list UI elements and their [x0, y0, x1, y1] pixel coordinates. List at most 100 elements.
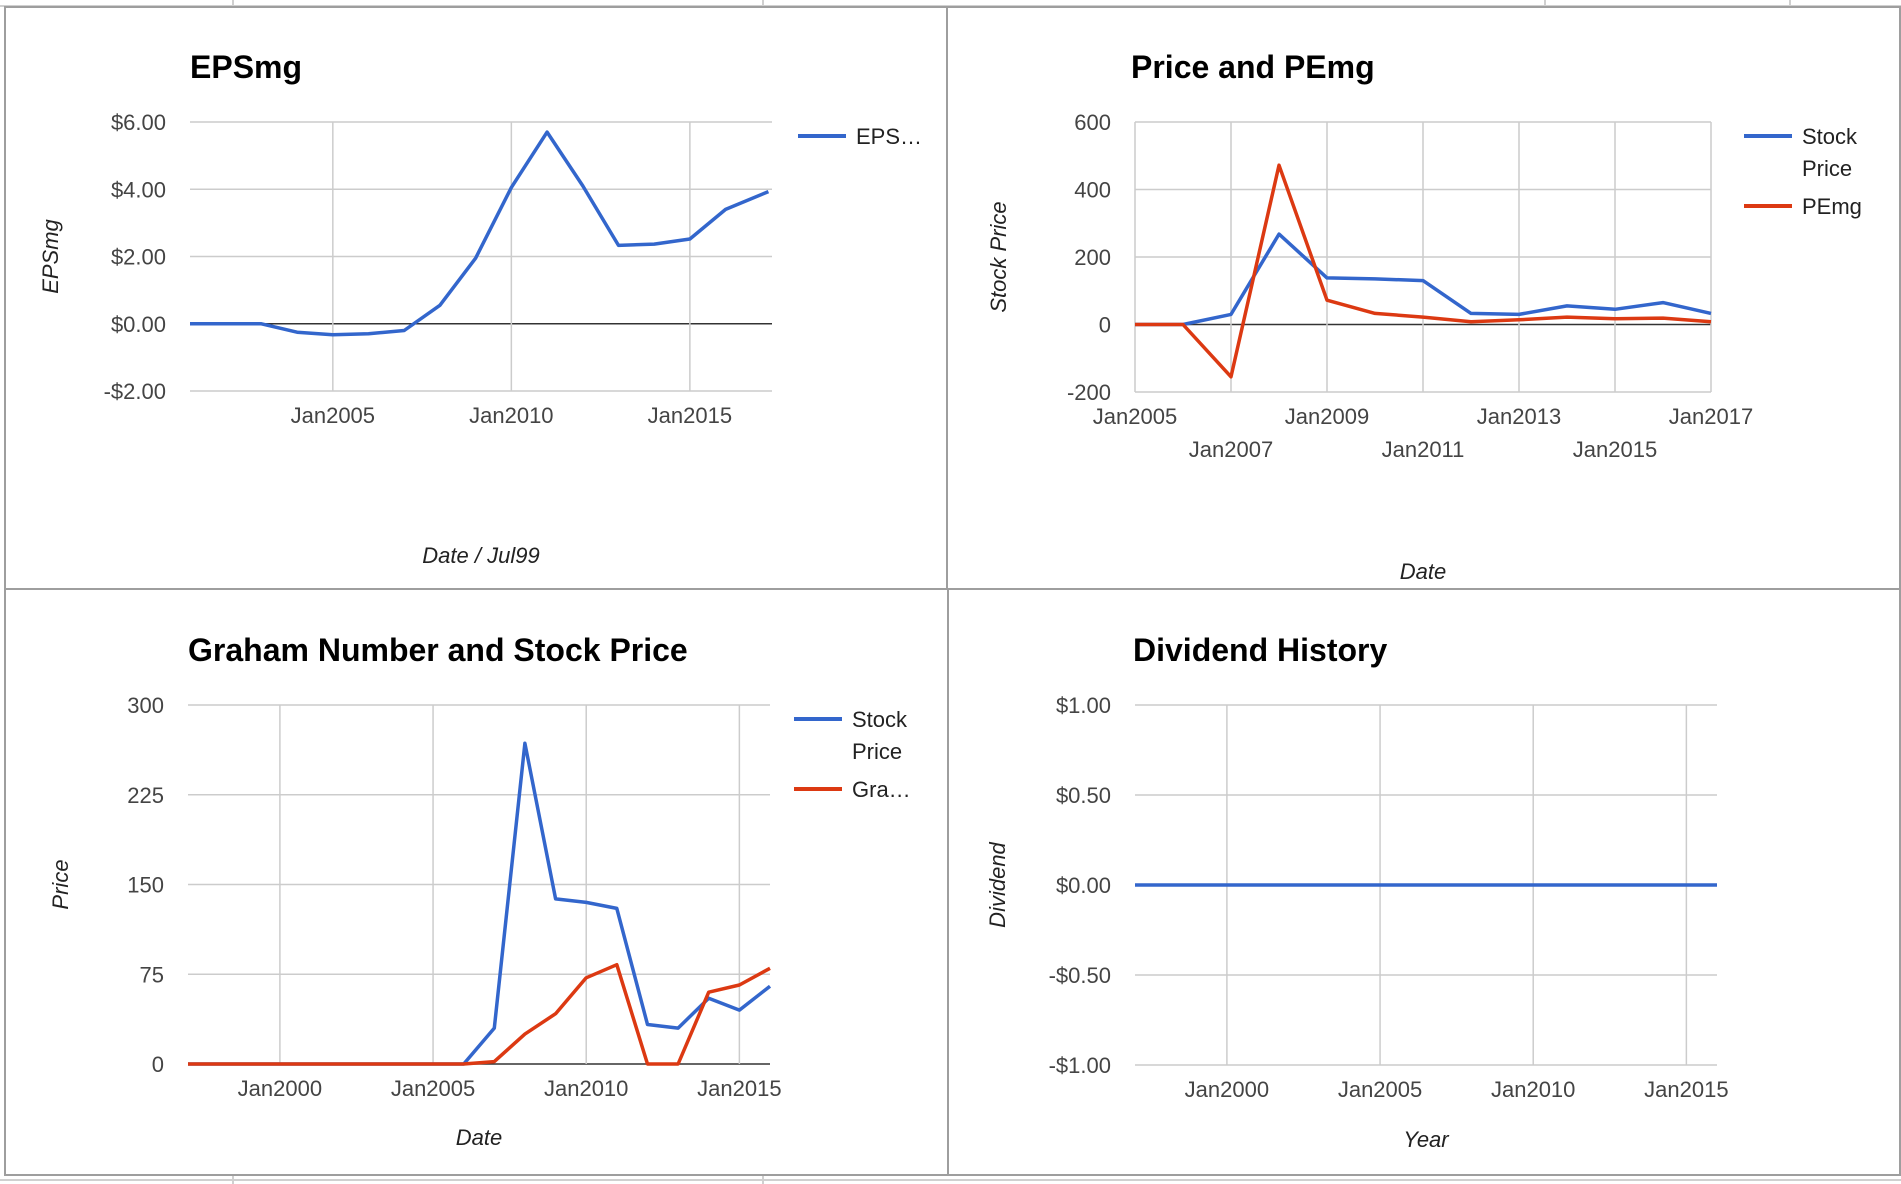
data-point-1[interactable] — [277, 1061, 283, 1067]
price-pemg-chart: Price and PEmg -200 0 200 400 600 Jan2005 Jan20… — [986, 49, 1862, 584]
graham-chart: Graham Number and Stock Price 0 75 150 225 30… — [48, 632, 911, 1150]
data-point-0[interactable] — [330, 332, 336, 338]
data-point-0[interactable] — [473, 255, 479, 261]
data-point-0[interactable] — [736, 1007, 742, 1013]
data-point-1[interactable] — [369, 1061, 375, 1067]
data-point-1[interactable] — [1372, 310, 1378, 316]
y-tick-label: 300 — [127, 693, 164, 718]
data-point-1[interactable] — [767, 965, 773, 971]
data-point-0[interactable] — [1516, 311, 1522, 317]
data-point-1[interactable] — [553, 1011, 559, 1017]
eps-chart-panel[interactable]: EPSmg -$2.00 $0.00 $2.00 $4.00 $6.00 Jan2005 Ja… — [4, 6, 949, 590]
data-point-0[interactable] — [1276, 231, 1282, 237]
legend-label-0[interactable]: EPS… — [856, 124, 922, 149]
data-point-0[interactable] — [765, 189, 771, 195]
data-point-0[interactable] — [258, 321, 264, 327]
data-point-0[interactable] — [522, 740, 528, 746]
data-point-0[interactable] — [491, 1025, 497, 1031]
data-point-1[interactable] — [736, 982, 742, 988]
y-tick-label: $4.00 — [111, 177, 166, 202]
data-point-0[interactable] — [1132, 882, 1138, 888]
data-point-1[interactable] — [614, 962, 620, 968]
data-point-0[interactable] — [1420, 278, 1426, 284]
graham-chart-panel[interactable]: Graham Number and Stock Price 0 75 150 225 30… — [4, 588, 949, 1176]
data-point-1[interactable] — [522, 1031, 528, 1037]
data-point-1[interactable] — [1564, 314, 1570, 320]
dividend-chart: Dividend History -$1.00 -$0.50 $0.00 $0.50 $1… — [985, 632, 1729, 1152]
data-point-0[interactable] — [553, 896, 559, 902]
data-point-1[interactable] — [491, 1059, 497, 1065]
x-tick-label: Jan2009 — [1285, 404, 1369, 429]
data-point-0[interactable] — [366, 331, 372, 337]
legend-label-0[interactable]: Stock Price — [852, 707, 908, 764]
data-point-0[interactable] — [1708, 310, 1714, 316]
series-line-0[interactable] — [1135, 232, 1712, 327]
dividend-chart-panel[interactable]: Dividend History -$1.00 -$0.50 $0.00 $0.50 $1… — [947, 588, 1901, 1176]
x-tick-label: Jan2005 — [391, 1076, 475, 1101]
data-point-0[interactable] — [687, 236, 693, 242]
data-point-1[interactable] — [185, 1061, 191, 1067]
data-point-0[interactable] — [1612, 306, 1618, 312]
chart-title: Dividend History — [1133, 632, 1387, 668]
legend-label-1[interactable]: PEmg — [1802, 194, 1862, 219]
data-point-0[interactable] — [508, 185, 514, 191]
data-point-0[interactable] — [1660, 300, 1666, 306]
data-point-0[interactable] — [544, 129, 550, 135]
data-point-1[interactable] — [1708, 319, 1714, 325]
data-point-0[interactable] — [1372, 276, 1378, 282]
data-point-0[interactable] — [651, 241, 657, 247]
data-point-1[interactable] — [675, 1061, 681, 1067]
data-point-0[interactable] — [1564, 303, 1570, 309]
series-line-1[interactable] — [1135, 163, 1712, 379]
data-point-1[interactable] — [1612, 316, 1618, 322]
data-point-0[interactable] — [583, 899, 589, 905]
data-point-0[interactable] — [294, 329, 300, 335]
data-point-0[interactable] — [645, 1022, 651, 1028]
data-point-0[interactable] — [223, 321, 229, 327]
data-point-1[interactable] — [461, 1061, 467, 1067]
series-line-0[interactable] — [190, 130, 770, 337]
data-point-1[interactable] — [308, 1061, 314, 1067]
data-point-1[interactable] — [1132, 322, 1138, 328]
data-point-1[interactable] — [246, 1061, 252, 1067]
data-point-0[interactable] — [580, 183, 586, 189]
data-point-1[interactable] — [706, 989, 712, 995]
x-tick-label: Jan2010 — [544, 1076, 628, 1101]
data-point-1[interactable] — [1420, 314, 1426, 320]
data-point-1[interactable] — [1468, 319, 1474, 325]
data-point-0[interactable] — [767, 983, 773, 989]
data-point-0[interactable] — [723, 206, 729, 212]
data-point-1[interactable] — [1660, 315, 1666, 321]
x-tick-label: Jan2010 — [469, 403, 553, 428]
data-point-1[interactable] — [645, 1061, 651, 1067]
data-point-1[interactable] — [1324, 297, 1330, 303]
legend-label-0[interactable]: Stock Price — [1802, 124, 1858, 181]
y-axis-label: Stock Price — [986, 201, 1011, 312]
data-point-0[interactable] — [1228, 311, 1234, 317]
y-tick-label: $0.00 — [1056, 873, 1111, 898]
data-point-0[interactable] — [187, 321, 193, 327]
x-tick-label: Jan2000 — [238, 1076, 322, 1101]
price-pemg-chart-panel[interactable]: Price and PEmg -200 0 200 400 600 Jan2005 Jan20… — [946, 6, 1901, 590]
legend-label-1[interactable]: Gra… — [852, 777, 911, 802]
data-point-0[interactable] — [1324, 275, 1330, 281]
data-point-1[interactable] — [583, 975, 589, 981]
data-point-0[interactable] — [1468, 310, 1474, 316]
data-point-1[interactable] — [430, 1061, 436, 1067]
data-point-1[interactable] — [399, 1061, 405, 1067]
data-point-0[interactable] — [401, 328, 407, 334]
data-point-1[interactable] — [216, 1061, 222, 1067]
data-point-0[interactable] — [437, 302, 443, 308]
data-point-1[interactable] — [1228, 374, 1234, 380]
data-point-1[interactable] — [338, 1061, 344, 1067]
data-point-0[interactable] — [675, 1025, 681, 1031]
data-point-1[interactable] — [1516, 317, 1522, 323]
data-point-0[interactable] — [614, 905, 620, 911]
series-line-1[interactable] — [188, 962, 771, 1066]
y-tick-label: 600 — [1074, 110, 1111, 135]
data-point-1[interactable] — [1276, 162, 1282, 168]
data-point-0[interactable] — [616, 242, 622, 248]
data-point-0[interactable] — [1714, 882, 1720, 888]
series-line-0[interactable] — [188, 741, 772, 1066]
data-point-1[interactable] — [1180, 322, 1186, 328]
